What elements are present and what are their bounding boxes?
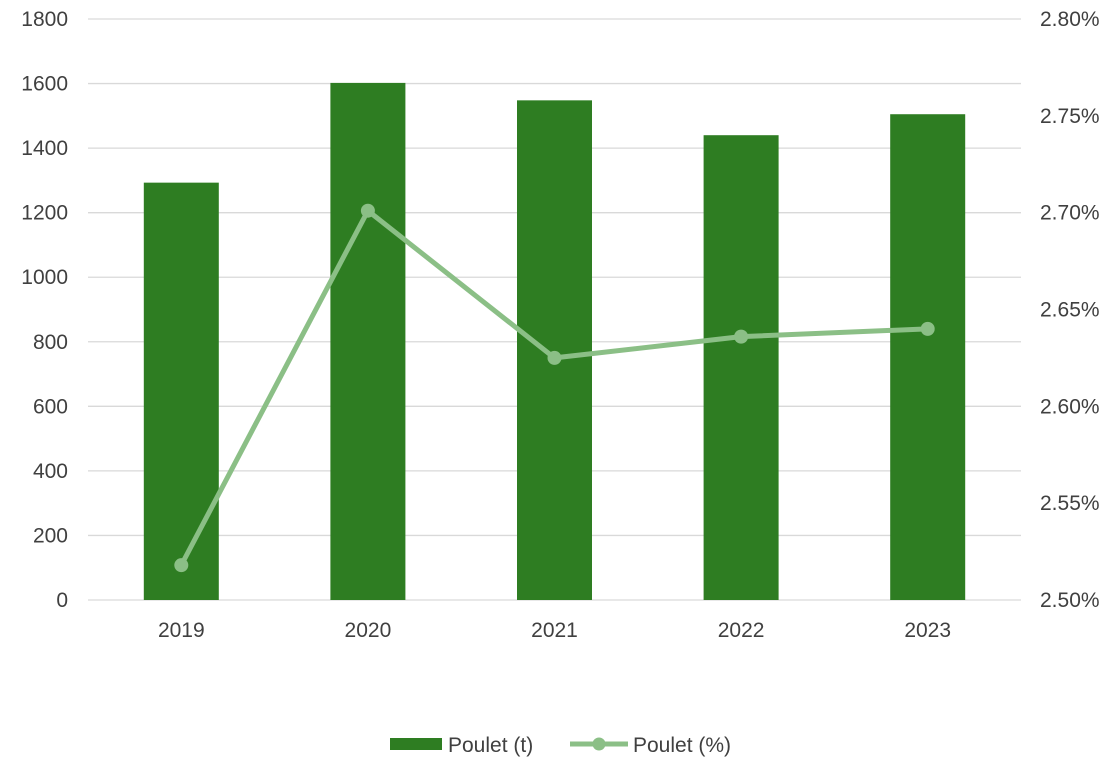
legend: Poulet (t) Poulet (%) <box>390 734 731 757</box>
right-tick-label: 2.55% <box>1040 492 1100 515</box>
bar <box>703 135 779 600</box>
line-point <box>360 203 375 218</box>
x-tick-label: 2021 <box>531 619 578 642</box>
line-point <box>174 558 189 573</box>
x-axis: 2019 2020 2021 2022 2023 <box>158 619 951 642</box>
line-series-poulet-pct <box>174 203 935 573</box>
right-tick-label: 2.70% <box>1040 202 1100 225</box>
left-tick-label: 1000 <box>21 266 68 289</box>
bar <box>330 82 406 600</box>
line-point <box>547 350 562 365</box>
right-tick-label: 2.60% <box>1040 395 1100 418</box>
legend-line-marker <box>592 737 606 751</box>
left-tick-label: 1200 <box>21 202 68 225</box>
left-tick-label: 1400 <box>21 137 68 160</box>
right-y-axis: 2.50% 2.55% 2.60% 2.65% 2.70% 2.75% 2.80% <box>1040 8 1100 612</box>
legend-bar-swatch <box>390 738 442 750</box>
line-point <box>734 329 749 344</box>
x-tick-label: 2022 <box>718 619 765 642</box>
bar-series-poulet-t <box>143 82 966 601</box>
x-tick-label: 2019 <box>158 619 205 642</box>
left-tick-label: 600 <box>33 395 68 418</box>
line-point <box>920 321 935 336</box>
left-y-axis: 0 200 400 600 800 1000 1200 1400 1600 1800 <box>21 8 68 612</box>
right-tick-label: 2.75% <box>1040 105 1100 128</box>
x-tick-label: 2020 <box>345 619 392 642</box>
right-tick-label: 2.80% <box>1040 8 1100 31</box>
bar <box>517 100 592 600</box>
left-tick-label: 400 <box>33 460 68 483</box>
right-tick-label: 2.50% <box>1040 589 1100 612</box>
bar <box>143 182 219 601</box>
legend-label-line: Poulet (%) <box>633 734 731 757</box>
left-tick-label: 1600 <box>21 73 68 96</box>
left-tick-label: 1800 <box>21 8 68 31</box>
bar <box>890 114 966 600</box>
right-tick-label: 2.65% <box>1040 299 1100 322</box>
legend-label-bar: Poulet (t) <box>448 734 533 757</box>
left-tick-label: 0 <box>56 589 68 612</box>
left-tick-label: 800 <box>33 331 68 354</box>
left-tick-label: 200 <box>33 524 68 547</box>
x-tick-label: 2023 <box>904 619 951 642</box>
